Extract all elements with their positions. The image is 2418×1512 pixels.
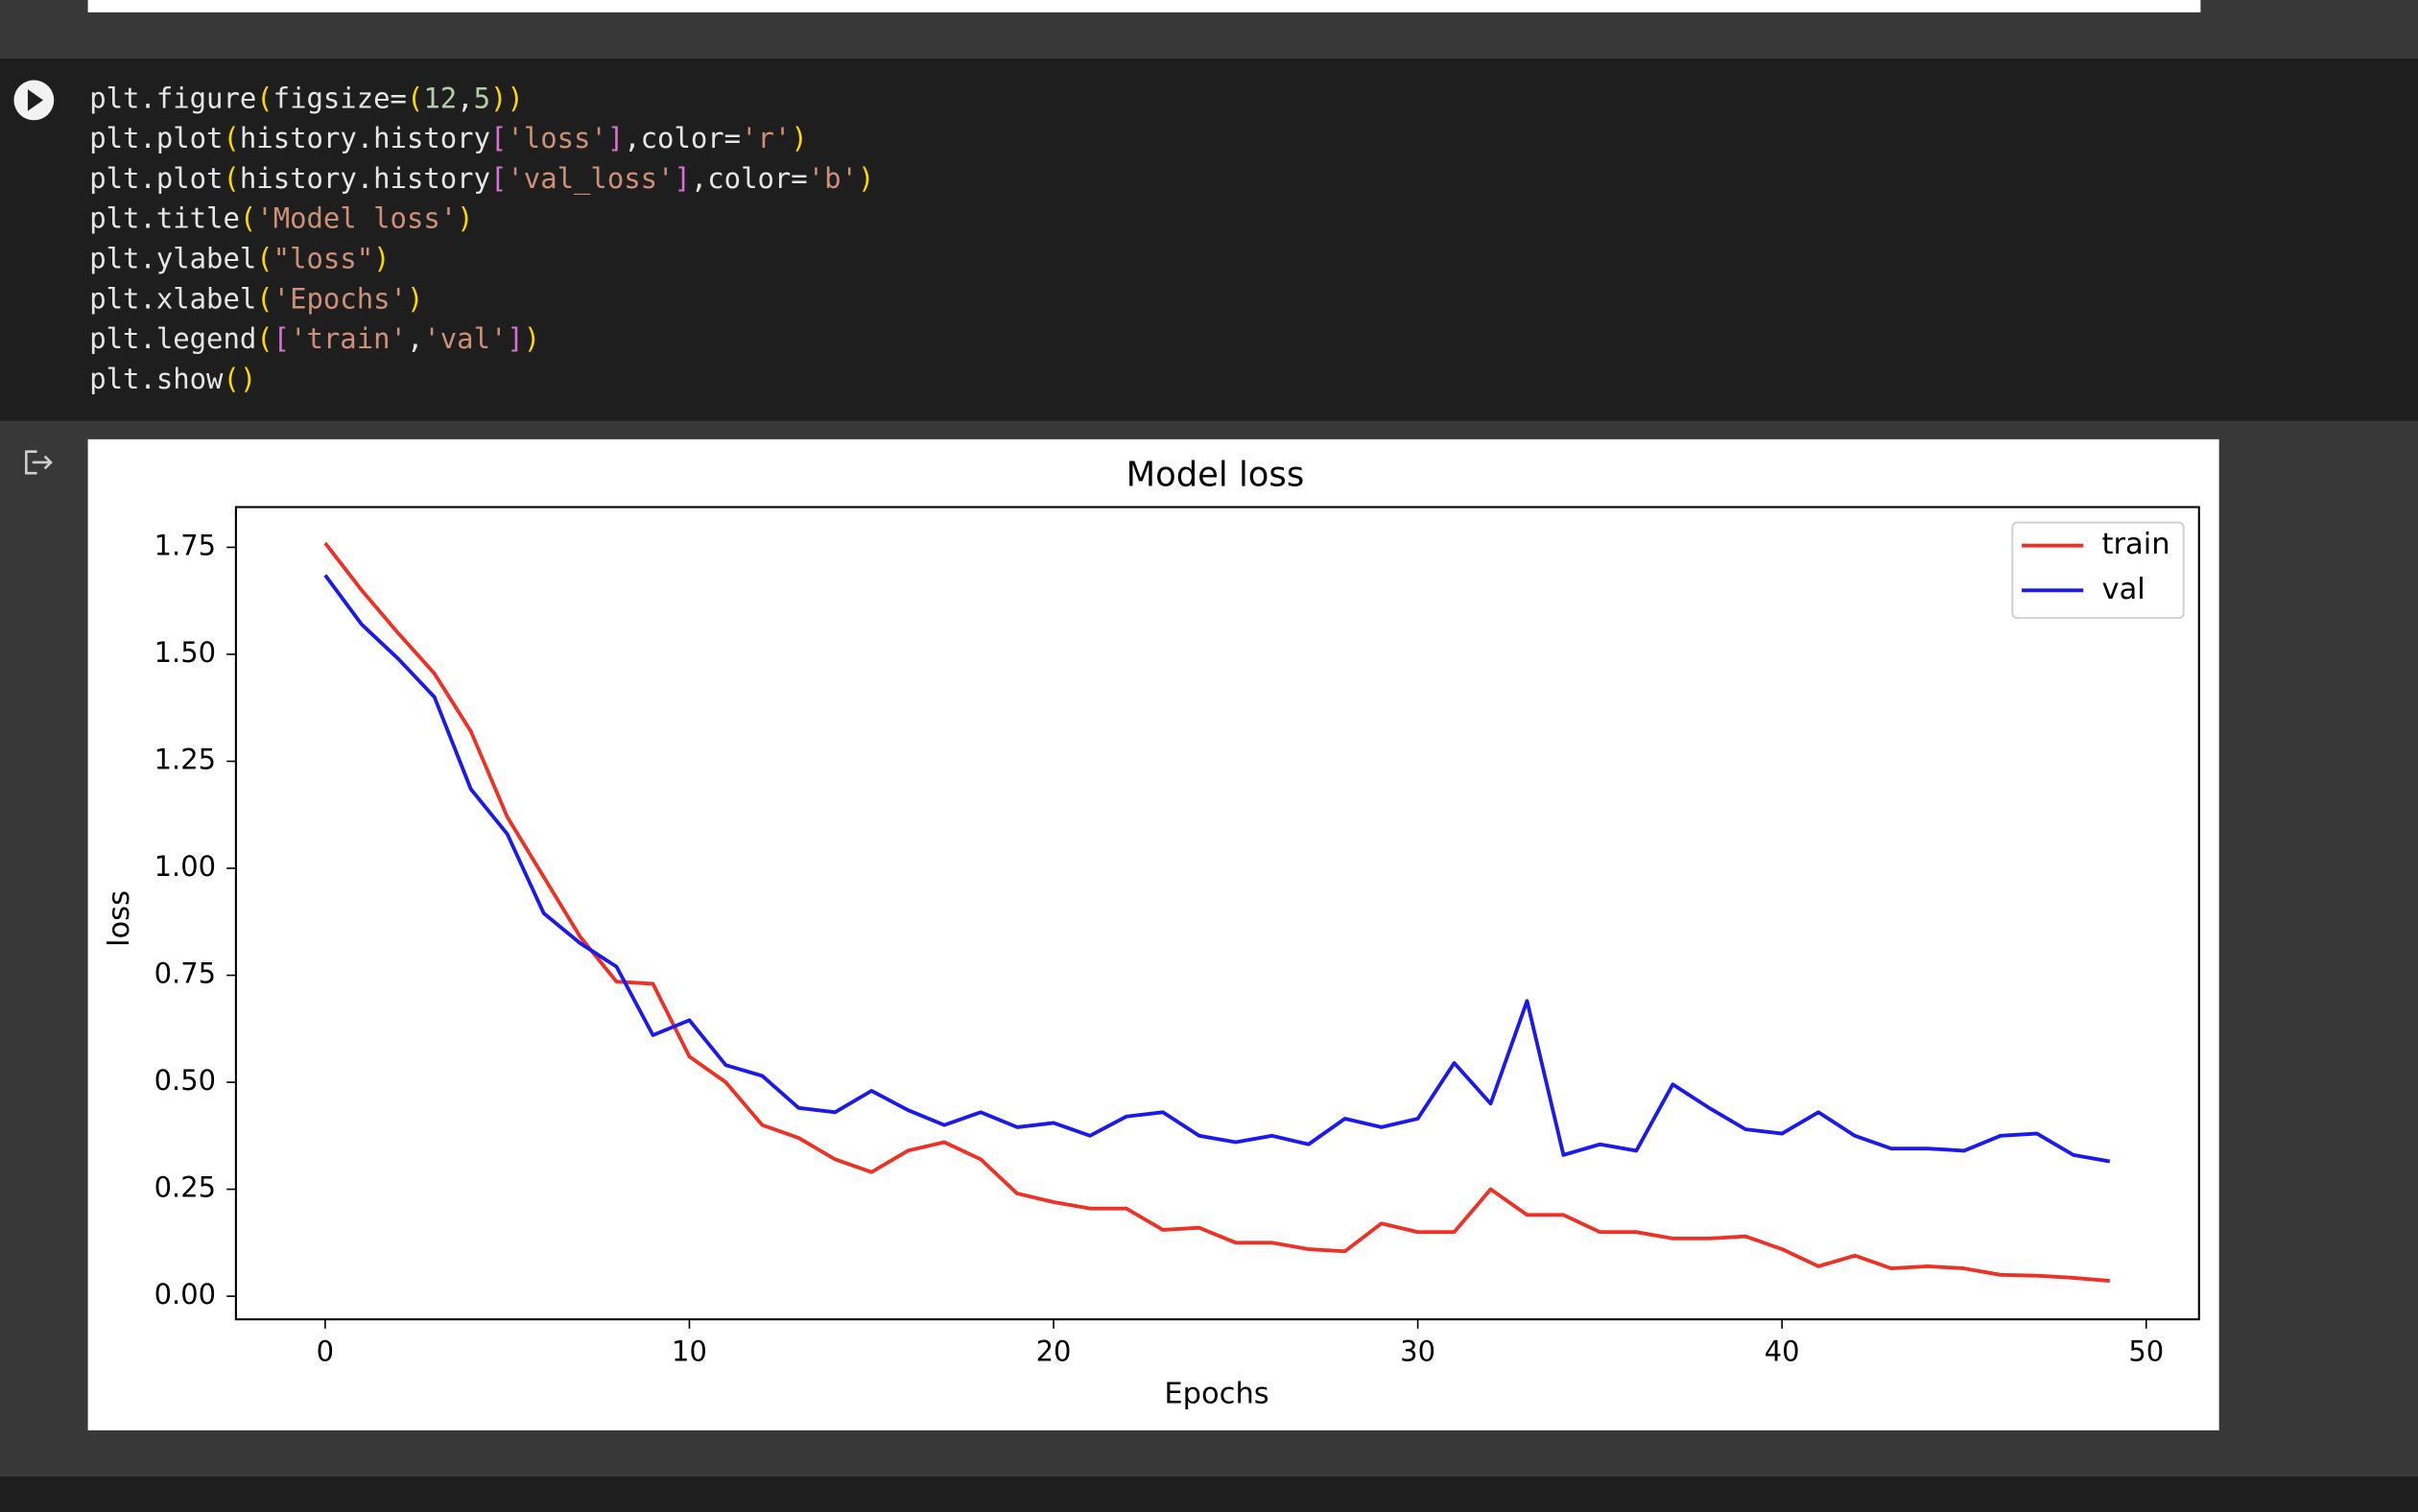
- run-button[interactable]: [13, 80, 55, 121]
- output-icon[interactable]: [25, 450, 53, 475]
- axes-frame: [234, 506, 2200, 1321]
- code-line: plt.figure(figsize=(12,5)): [89, 82, 524, 114]
- output-icon-arrow[interactable]: [32, 455, 53, 470]
- y-axis-label: loss: [103, 890, 136, 947]
- x-tick-label: 0: [317, 1335, 334, 1368]
- run-button-icon[interactable]: [27, 89, 43, 111]
- code-line: plt.title('Model loss'): [89, 202, 473, 235]
- code: plt.figure(figsize=(12,5)) plt.plot(histo…: [89, 82, 874, 394]
- code-line: plt.plot(history.history['val_loss'],col…: [89, 162, 874, 196]
- next-cell: [0, 1477, 2418, 1512]
- legend-label: val: [2102, 573, 2145, 606]
- y-tick-label: 0.75: [154, 957, 216, 990]
- code-line: plt.legend(['train','val']): [89, 322, 540, 355]
- plot: 0.00 0.25 0.50 0.75 1.00 1.25 1.50 1.75 0 10 20 30 4…: [154, 506, 2200, 1368]
- y-tick-label: 0.25: [154, 1171, 216, 1204]
- x-tick-label: 10: [672, 1335, 707, 1368]
- x-axis-label: Epochs: [1164, 1377, 1268, 1410]
- x-tick-label: 50: [2128, 1335, 2164, 1368]
- x-tick-label: 40: [1765, 1335, 1800, 1368]
- x-tick-label: 20: [1036, 1335, 1072, 1368]
- code-line: plt.plot(history.history['loss'],color='…: [89, 122, 808, 154]
- code-line: plt.ylabel("loss"): [89, 243, 390, 275]
- output-area: [87, 438, 2219, 1430]
- y-tick-label: 1.75: [154, 529, 216, 561]
- y-tick-label: 0.50: [154, 1064, 216, 1097]
- y-tick-label: 0.00: [154, 1278, 216, 1311]
- code-line: plt.show(): [89, 363, 256, 395]
- y-tick-label: 1.00: [154, 850, 216, 883]
- legend-label: train: [2102, 528, 2170, 561]
- previous-output: [87, 0, 2201, 12]
- y-tick-label: 1.25: [154, 744, 216, 776]
- output-icon-box[interactable]: [25, 450, 37, 475]
- code-cell: [0, 59, 2418, 421]
- y-tick-label: 1.50: [154, 636, 216, 669]
- series-line: [323, 574, 2111, 1164]
- x-tick-label: 30: [1400, 1335, 1435, 1368]
- chart-title: Model loss: [1126, 455, 1305, 494]
- code-line: plt.xlabel('Epochs'): [89, 282, 423, 315]
